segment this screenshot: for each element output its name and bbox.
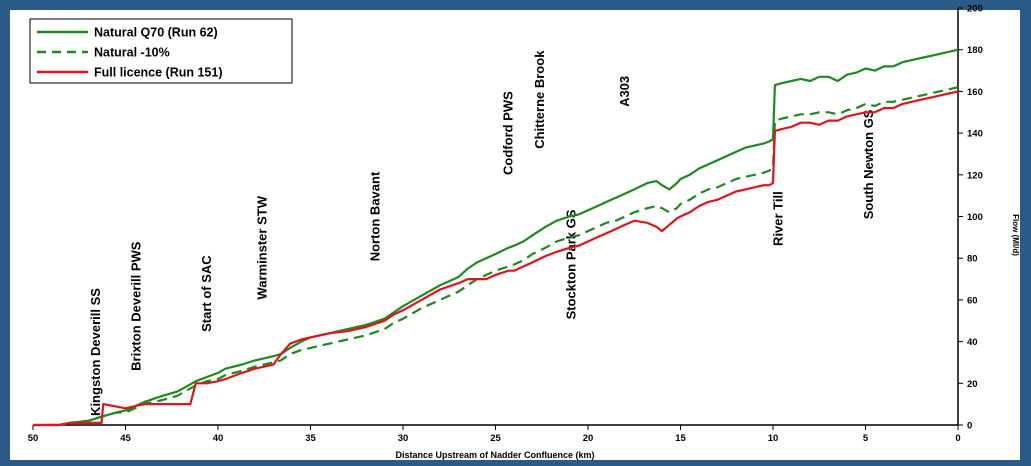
plot-frame: [10, 10, 1020, 460]
x-tick-label: 20: [583, 433, 594, 444]
y-tick-label: 0: [967, 421, 972, 432]
y-axis-title: Flow (Ml/d): [1011, 214, 1020, 256]
x-tick-label: 50: [28, 433, 39, 444]
series-line-natural-minus-10: [33, 86, 959, 427]
x-tick-label: 15: [675, 433, 686, 444]
x-tick-label: 40: [213, 433, 224, 444]
y-tick-label: 80: [967, 254, 978, 265]
annotation-label: River Till: [771, 191, 786, 246]
x-tick-label: 30: [398, 433, 409, 444]
x-tick-label: 0: [955, 433, 960, 444]
legend-label-natural-minus-10: Natural -10%: [94, 46, 170, 60]
legend-label-natural: Natural Q70 (Run 62): [94, 26, 218, 40]
y-tick-label: 140: [967, 129, 983, 140]
series-layer: [33, 48, 959, 427]
x-tick-label: 10: [768, 433, 779, 444]
axes-layer: 50 45 40 35 30 25 20 15 10 5 002040608010012014016…: [28, 4, 983, 445]
series-line-natural-q70: [33, 48, 959, 427]
annotation-label: Start of SAC: [199, 255, 214, 332]
annotation-label: Brixton Deverill PWS: [129, 241, 144, 371]
y-tick-label: 180: [967, 45, 983, 56]
annotation-label: South Newton GS: [861, 109, 876, 219]
y-tick-label: 160: [967, 87, 983, 98]
annotation-label: A303: [617, 76, 632, 107]
y-tick-label: 40: [967, 337, 978, 348]
x-tick-label: 45: [120, 433, 131, 444]
x-tick-label: 25: [490, 433, 501, 444]
annotation-label: Norton Bavant: [367, 171, 382, 261]
y-tick-label: 200: [967, 4, 983, 15]
legend-label-full-licence: Full licence (Run 151): [94, 66, 223, 80]
x-tick-label: 35: [305, 433, 316, 444]
annotation-label: Warminster STW: [254, 195, 269, 299]
x-axis-title: Distance Upstream of Nadder Confluence (…: [395, 450, 594, 460]
annotation-label: Chitterne Brook: [532, 50, 547, 149]
annotation-layer: Kingston Deverill SS Brixton Deverill PWS…: [88, 50, 876, 416]
y-tick-label: 60: [967, 295, 978, 306]
y-tick-label: 20: [967, 379, 978, 390]
series-line-full-licence: [33, 90, 959, 427]
y-tick-label: 100: [967, 212, 983, 223]
annotation-label: Stockton Park GS: [563, 209, 578, 319]
y-tick-label: 120: [967, 170, 983, 181]
annotation-label: Codford PWS: [501, 91, 516, 175]
legend: Natural Q70 (Run 62) Natural -10% Full l…: [29, 18, 293, 84]
annotation-label: Kingston Deverill SS: [88, 288, 103, 416]
x-tick-label: 5: [863, 433, 869, 444]
